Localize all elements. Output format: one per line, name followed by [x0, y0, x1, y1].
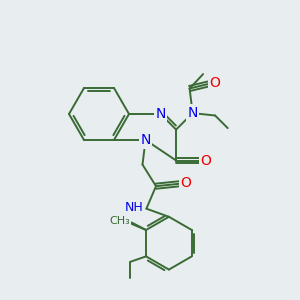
- Text: N: N: [155, 107, 166, 121]
- Text: O: O: [181, 176, 191, 190]
- Text: NH: NH: [124, 201, 143, 214]
- Text: O: O: [201, 154, 212, 167]
- Text: CH₃: CH₃: [110, 216, 130, 226]
- Text: CH₃: CH₃: [108, 217, 129, 227]
- Text: N: N: [188, 106, 198, 120]
- Text: O: O: [209, 76, 220, 90]
- Text: N: N: [140, 133, 151, 147]
